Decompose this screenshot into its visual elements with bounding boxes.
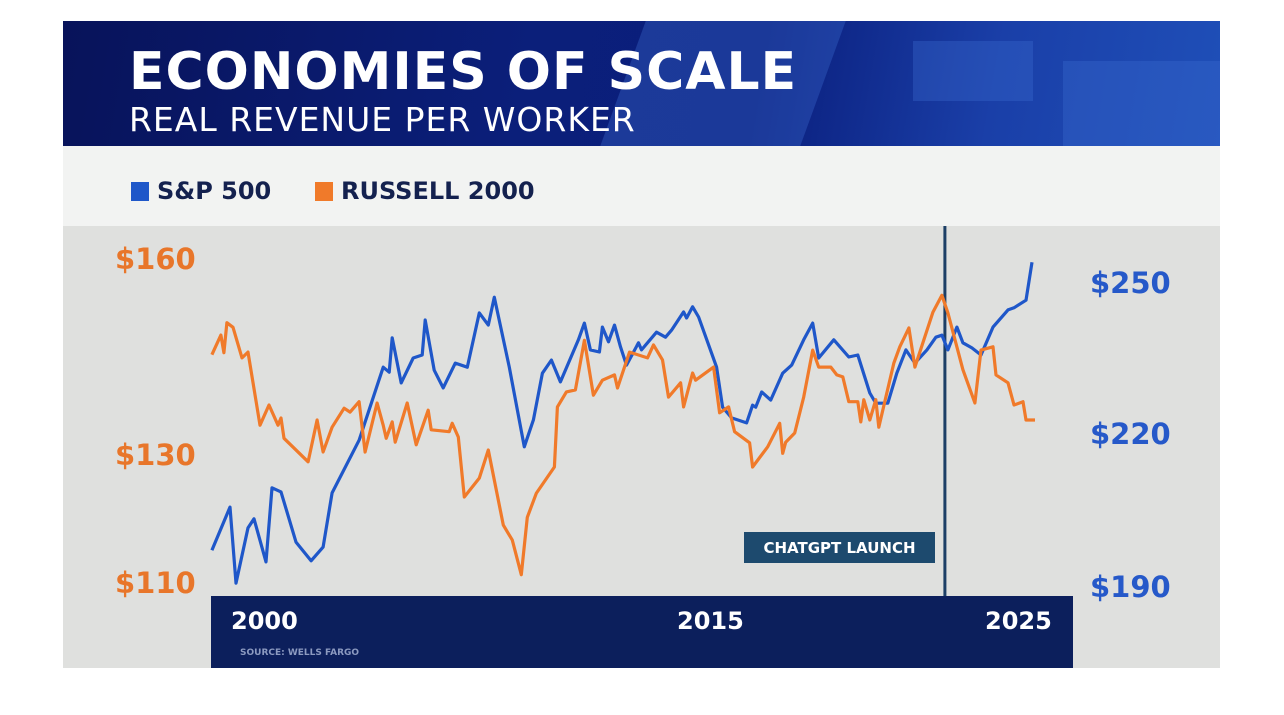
legend-swatch-blue [131,181,149,201]
legend-label: RUSSELL 2000 [341,177,535,205]
series-layer [210,261,1035,585]
left-y-tick: $160 [115,242,196,276]
chart-subtitle: REAL REVENUE PER WORKER [129,100,636,139]
header-decor [1063,61,1220,146]
x-tick-label: 2025 [985,607,1052,635]
x-tick-label: 2015 [677,607,744,635]
legend-label: S&P 500 [157,177,272,205]
right-y-tick: $250 [1090,266,1171,300]
chatgpt-launch-label: CHATGPT LAUNCH [744,532,935,563]
header-decor [913,41,1033,101]
legend: S&P 500 RUSSELL 2000 [63,146,1220,226]
right-y-tick: $190 [1090,570,1171,604]
legend-item-sp500: S&P 500 [131,177,271,205]
series-line-sp500 [210,261,1034,585]
legend-swatch-orange [315,181,333,201]
right-y-tick: $220 [1090,417,1171,451]
legend-item-russell: RUSSELL 2000 [315,177,535,205]
x-tick-label: 2000 [231,607,298,635]
left-y-tick: $110 [115,566,196,600]
chart-title: ECONOMIES OF SCALE [129,42,798,102]
left-y-tick: $130 [115,438,196,472]
source-note: SOURCE: WELLS FARGO [240,648,360,658]
x-axis-band [211,596,1073,668]
series-line-russell2000 [210,293,1035,577]
chart-header [63,21,1220,146]
